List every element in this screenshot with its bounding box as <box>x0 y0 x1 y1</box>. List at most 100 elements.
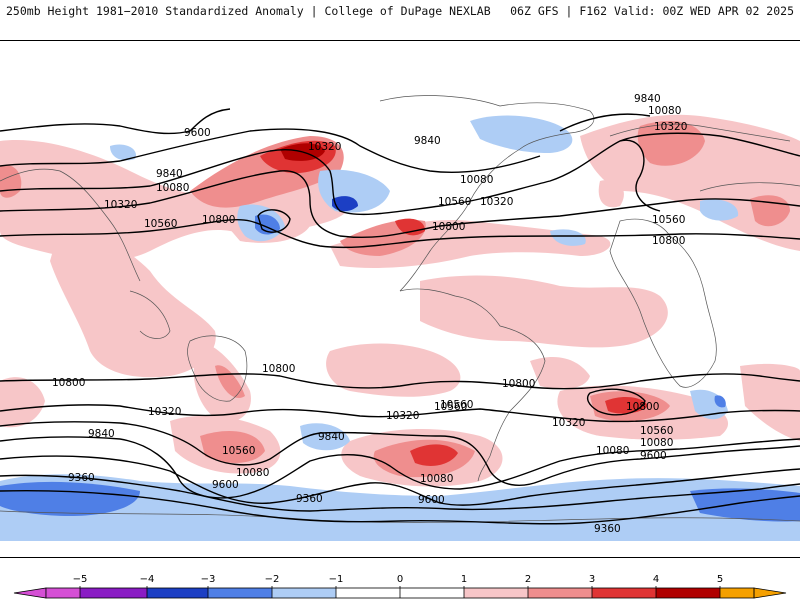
model-run-info: 06Z GFS | F162 Valid: 00Z WED APR 02 202… <box>510 4 794 18</box>
contour-line <box>586 388 646 416</box>
contour-label: 10560 <box>640 425 673 437</box>
contour-label: 10320 <box>480 196 513 208</box>
contour-label: 10080 <box>640 437 673 449</box>
contour-line <box>257 209 291 233</box>
colorbar-tick-label: −5 <box>73 574 88 585</box>
contour-label: 9840 <box>156 168 183 180</box>
colorbar-bin <box>147 588 208 598</box>
contour-line <box>0 436 800 499</box>
colorbar-ticks: −5 −4 −3 −2 −1 0 1 2 3 4 5 <box>73 574 723 598</box>
landmass-outline <box>699 182 800 192</box>
colorbar-tick-label: −2 <box>265 574 280 585</box>
map-canvas: 9840 10080 10320 9600 10320 9840 10080 1… <box>0 41 800 557</box>
landmass-outline <box>399 288 546 482</box>
colorbar-tick-label: 0 <box>397 574 403 585</box>
contour-line <box>0 474 800 512</box>
contour-label: 10320 <box>148 406 181 418</box>
landmass-outline <box>379 95 595 292</box>
anomaly-area <box>637 121 705 166</box>
colorbar-bin <box>720 588 754 598</box>
contour-label: 10080 <box>420 473 453 485</box>
contour-label: 10560 <box>652 214 685 226</box>
contour-label: 10080 <box>648 105 681 117</box>
contour-label: 10080 <box>236 467 269 479</box>
contour-label: 9600 <box>184 127 211 139</box>
colorbar-tick-label: 1 <box>461 574 467 585</box>
colorbar-tick-label: 2 <box>525 574 531 585</box>
landmass-outline <box>0 510 800 523</box>
contour-label: 10080 <box>156 182 189 194</box>
map-title: 250mb Height 1981−2010 Standardized Anom… <box>6 4 491 18</box>
contour-label: 10320 <box>386 410 419 422</box>
contour-line <box>0 404 800 423</box>
anomaly-area <box>300 423 350 451</box>
anomaly-area <box>470 115 573 153</box>
contour-line <box>0 218 800 249</box>
contour-line <box>619 139 661 212</box>
colorbar-bin <box>46 588 80 598</box>
strong-positive-anomaly-layer <box>0 121 790 478</box>
contour-line <box>0 373 800 390</box>
contour-label: 10320 <box>308 141 341 153</box>
anomaly-area <box>550 229 586 246</box>
colorbar-tick-label: 5 <box>717 574 723 585</box>
colorbar-tick-label: −3 <box>201 574 216 585</box>
contour-line <box>0 170 800 239</box>
colorbar-tick-label: −4 <box>140 574 155 585</box>
contour-label: 10800 <box>202 214 235 226</box>
anomaly-area <box>326 343 461 397</box>
contour-label: 10800 <box>262 363 295 375</box>
contour-label: 9840 <box>88 428 115 440</box>
contour-label: 9360 <box>594 523 621 535</box>
anomaly-area <box>215 365 245 398</box>
height-contours <box>0 108 800 525</box>
contour-label: 10320 <box>104 199 137 211</box>
contour-line <box>0 108 231 135</box>
anomaly-map: 9840 10080 10320 9600 10320 9840 10080 1… <box>0 40 800 558</box>
colorbar-bin <box>80 588 147 598</box>
contour-label: 10560 <box>438 196 471 208</box>
contour-line <box>0 128 541 174</box>
landmass-outline <box>129 290 171 339</box>
anomaly-area <box>332 196 358 212</box>
contour-label: 10800 <box>52 377 85 389</box>
contour-label: 10560 <box>434 401 467 413</box>
contour-line <box>0 489 800 525</box>
anomaly-area <box>395 218 425 236</box>
contour-label: 10320 <box>552 417 585 429</box>
contour-label: 10320 <box>654 121 687 133</box>
landmass-outline <box>0 168 141 282</box>
contour-labels: 9840 10080 10320 9600 10320 9840 10080 1… <box>52 93 687 535</box>
anomaly-area <box>200 431 265 463</box>
colorbar: −5 −4 −3 −2 −1 0 1 2 3 4 5 <box>0 560 800 600</box>
contour-label: 10800 <box>432 221 465 233</box>
contour-label: 10560 <box>222 445 255 457</box>
colorbar-arrow-high <box>753 587 787 599</box>
anomaly-area <box>580 114 800 252</box>
colorbar-bin <box>208 588 272 598</box>
contour-label: 10080 <box>596 445 629 457</box>
contour-line <box>0 132 800 216</box>
contour-line <box>0 421 800 487</box>
anomaly-area <box>714 395 726 408</box>
contour-label: 9360 <box>68 472 95 484</box>
landmass-outline <box>609 218 717 388</box>
contour-label: 9600 <box>212 479 239 491</box>
contour-label: 9840 <box>318 431 345 443</box>
colorbar-bin <box>272 588 336 598</box>
contour-label: 9840 <box>634 93 661 105</box>
contour-label: 10080 <box>460 174 493 186</box>
colorbar-arrow-low <box>13 587 47 599</box>
contour-label: 10800 <box>502 378 535 390</box>
colorbar-bin <box>464 588 528 598</box>
coastlines <box>0 95 800 523</box>
anomaly-area <box>0 377 45 428</box>
anomaly-area <box>110 144 136 161</box>
anomaly-area <box>530 356 590 389</box>
colorbar-tick-label: −1 <box>329 574 344 585</box>
contour-label: 9600 <box>640 450 667 462</box>
positive-anomaly-layer <box>0 114 800 487</box>
anomaly-area <box>598 180 624 208</box>
colorbar-bin <box>528 588 592 598</box>
landmass-outline <box>609 123 791 142</box>
